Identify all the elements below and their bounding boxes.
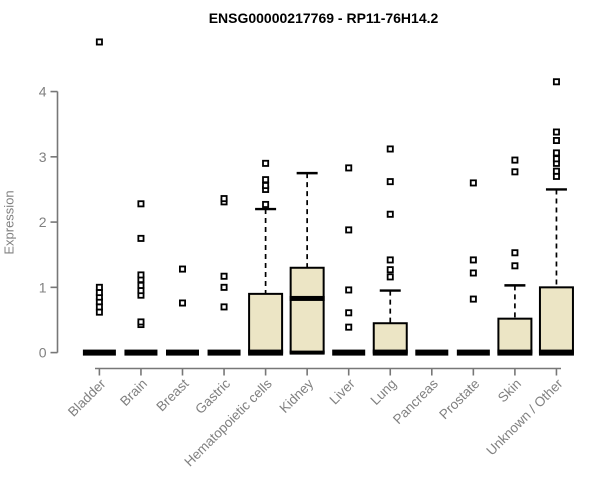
outlier-point (220, 195, 228, 203)
y-tick-label: 3 (39, 149, 47, 165)
outlier-point (552, 167, 560, 175)
outlier-point (469, 269, 477, 277)
outlier-point (137, 281, 145, 289)
outlier-point (220, 303, 228, 311)
median-line (289, 295, 325, 301)
x-tick-label: Lung (368, 376, 400, 408)
outlier-point (552, 155, 560, 163)
outlier-point (511, 156, 519, 164)
outlier-point (262, 200, 270, 208)
outlier-point (345, 164, 353, 172)
outlier-point (345, 323, 353, 331)
outlier-point (178, 265, 186, 273)
outlier-point (178, 299, 186, 307)
collapsed-box (166, 349, 199, 356)
outlier-point (552, 78, 560, 86)
x-tick-label: Gastric (192, 376, 233, 417)
collapsed-box (124, 349, 158, 356)
outlier-point (469, 179, 477, 187)
outlier-point (552, 149, 560, 157)
outlier-point (95, 283, 103, 291)
outlier-point (469, 256, 477, 264)
outlier-point (262, 182, 270, 190)
x-tick-label: Pancreas (390, 376, 441, 427)
x-tick-label: Unknown / Other (483, 376, 566, 459)
outlier-point (345, 226, 353, 234)
outlier-point (469, 295, 477, 303)
outlier-point (137, 318, 145, 326)
y-tick-label: 2 (39, 214, 47, 230)
box-body (248, 292, 284, 354)
outlier-point (262, 176, 270, 184)
collapsed-box (207, 349, 241, 356)
y-tick-label: 1 (39, 279, 47, 295)
outlier-point (95, 38, 103, 46)
outlier-point (137, 234, 145, 242)
outlier-point (386, 210, 394, 218)
outlier-point (511, 168, 519, 176)
outlier-point (220, 272, 228, 280)
collapsed-box (82, 349, 116, 356)
x-tick-label: Skin (495, 376, 524, 405)
outlier-point (220, 283, 228, 291)
chart-title: ENSG00000217769 - RP11-76H14.2 (208, 10, 439, 26)
outlier-point (386, 266, 394, 274)
box-body (497, 317, 533, 354)
box-body (372, 322, 408, 354)
outlier-point (137, 271, 145, 279)
collapsed-box (415, 349, 449, 356)
outlier-point (262, 159, 270, 167)
outlier-point (345, 286, 353, 294)
outlier-point (386, 273, 394, 281)
median-line (497, 349, 533, 356)
outlier-point (137, 200, 145, 208)
x-tick-label: Kidney (276, 376, 316, 416)
box-body (289, 266, 325, 354)
outlier-point (386, 256, 394, 264)
y-tick-label: 4 (39, 84, 47, 100)
median-line (248, 349, 284, 356)
outlier-point (345, 309, 353, 317)
outlier-point (552, 128, 560, 136)
outlier-point (552, 137, 560, 145)
x-tick-label: Liver (327, 376, 359, 408)
collapsed-box (456, 349, 490, 356)
x-tick-label: Prostate (436, 376, 482, 422)
y-tick-label: 0 (39, 345, 47, 361)
x-tick-label: Brain (117, 376, 150, 409)
box-bottom-edge (289, 350, 325, 355)
median-line (372, 349, 408, 356)
median-line (538, 349, 574, 356)
box-body (538, 286, 574, 354)
x-tick-label: Bladder (65, 376, 109, 420)
collapsed-box (332, 349, 366, 356)
x-tick-label: Breast (153, 376, 191, 414)
outlier-point (386, 145, 394, 153)
outlier-point (511, 262, 519, 270)
outlier-point (511, 249, 519, 257)
outlier-point (386, 178, 394, 186)
